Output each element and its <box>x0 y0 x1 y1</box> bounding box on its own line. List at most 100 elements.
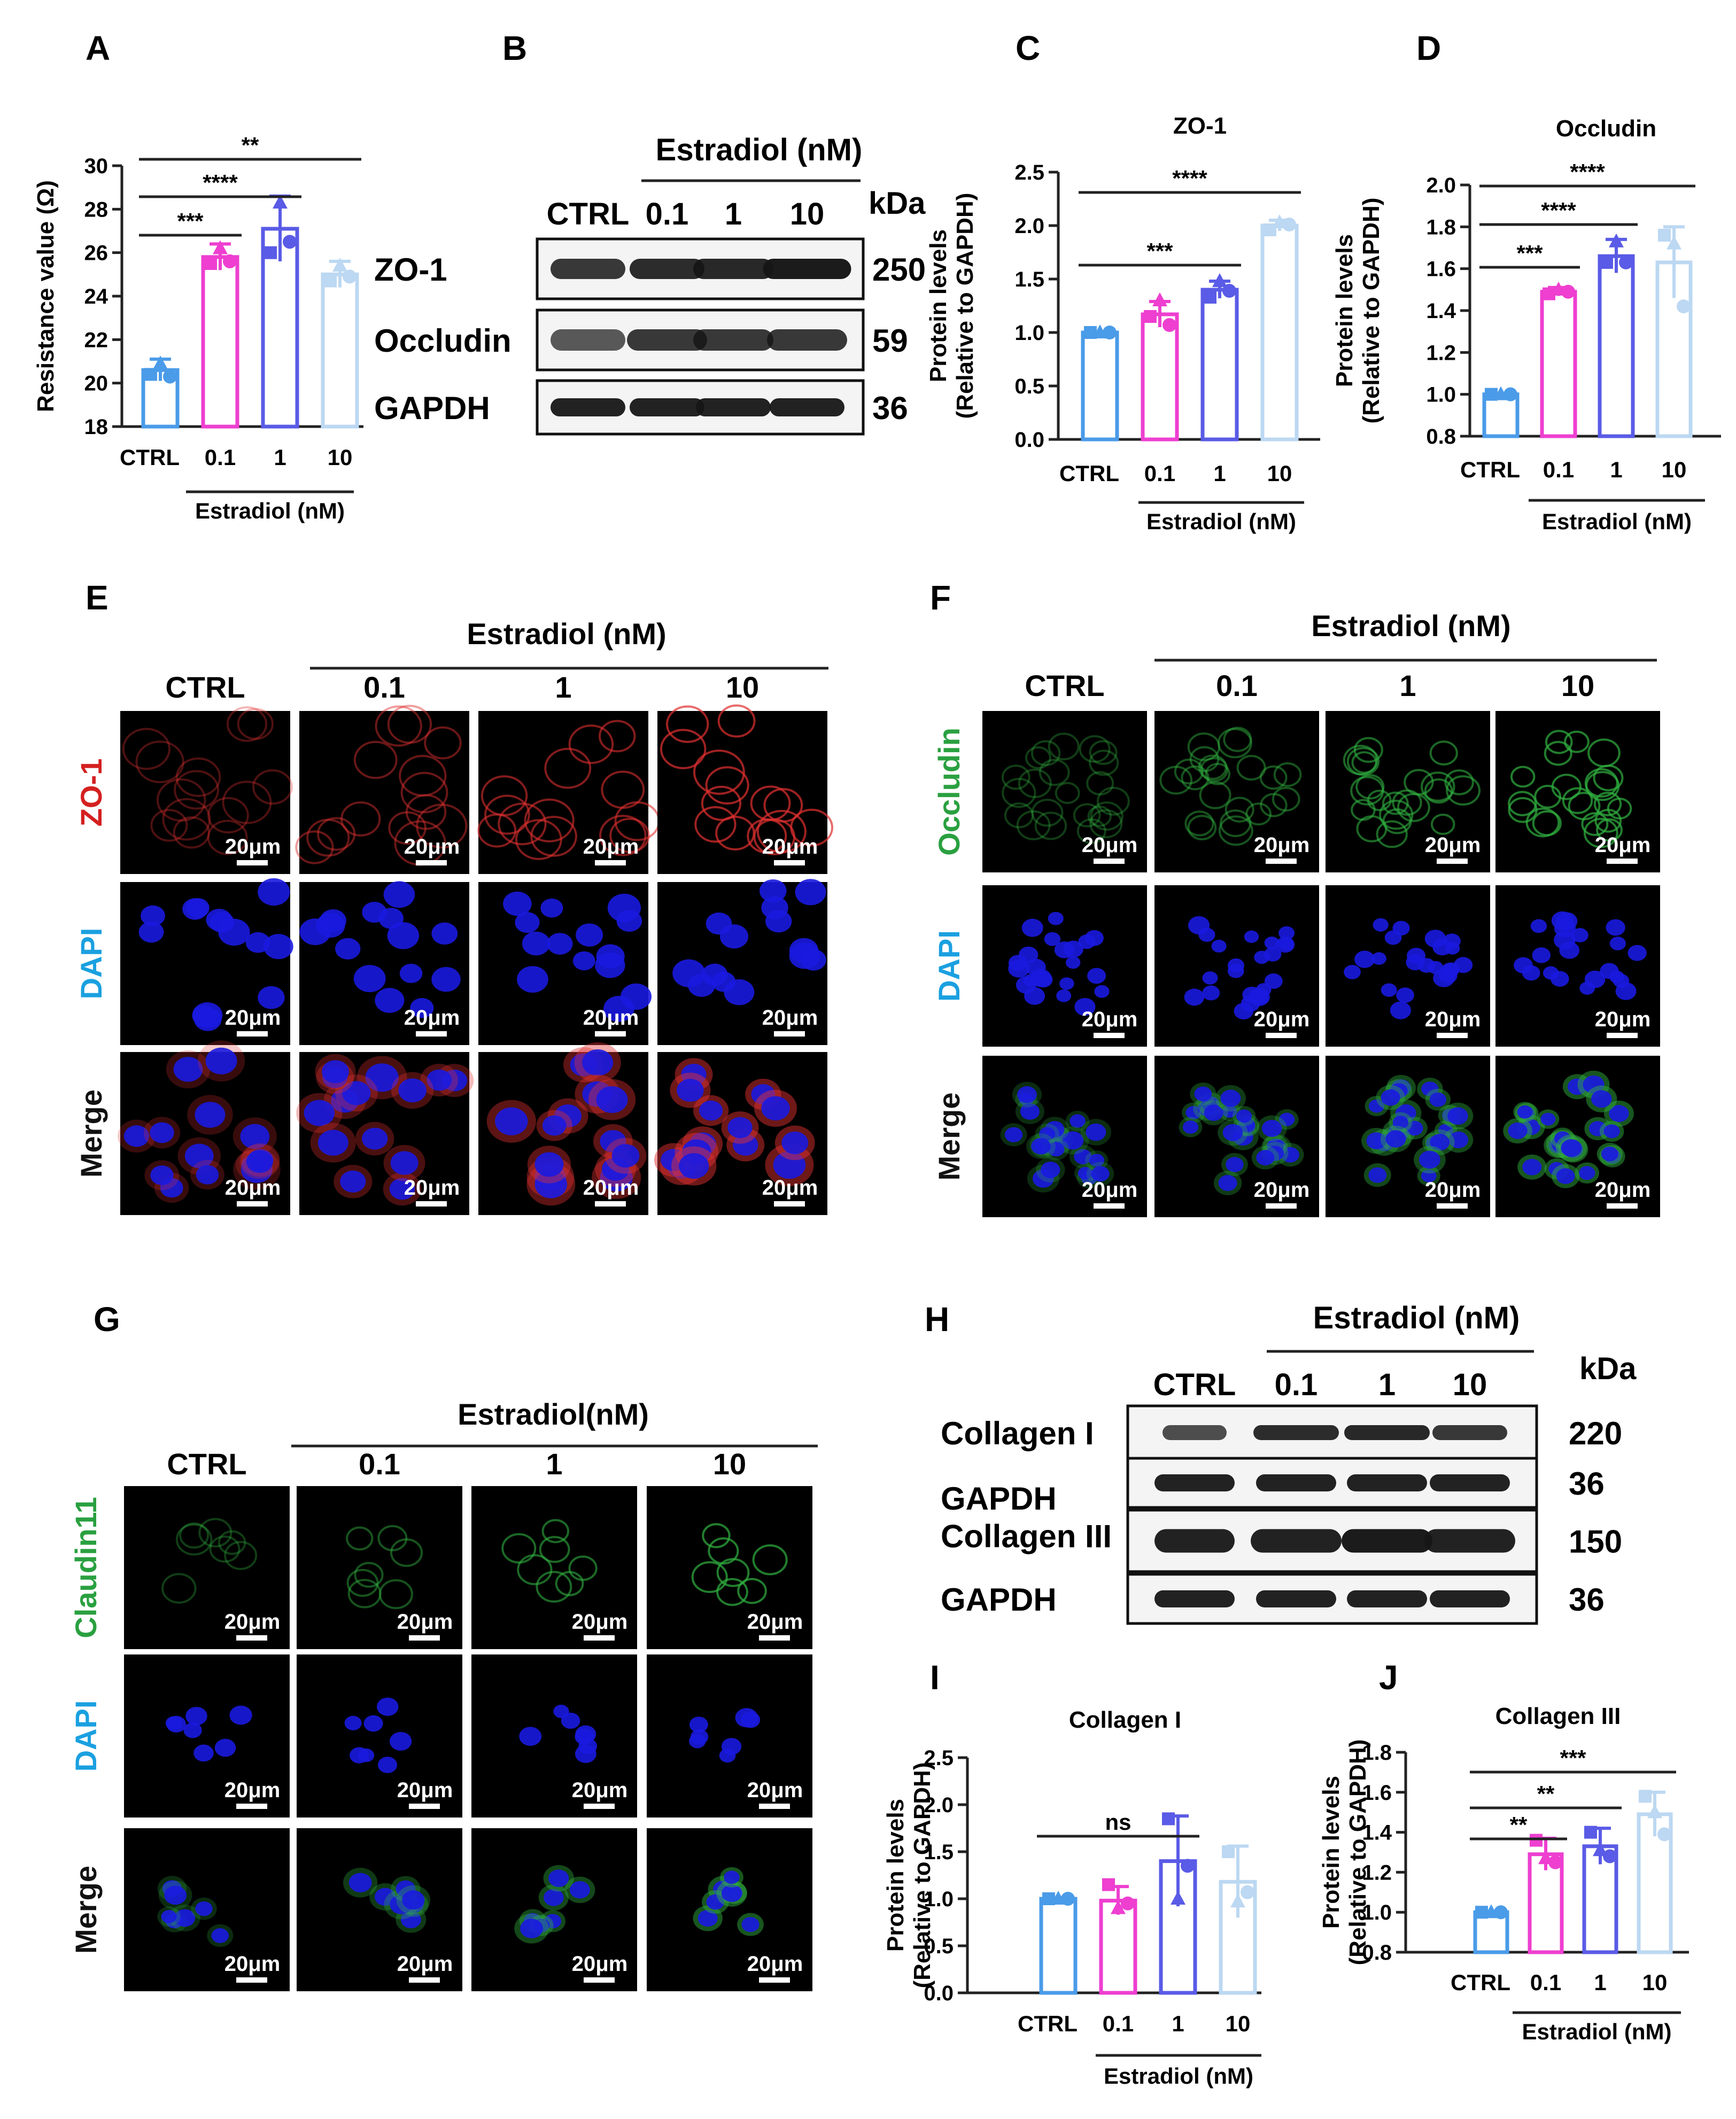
cell-outline <box>375 705 422 747</box>
cell-outline <box>536 1571 572 1603</box>
data-point <box>1667 235 1681 250</box>
cell-outline <box>1218 815 1253 846</box>
cell-outline <box>1429 740 1458 766</box>
y-axis-label: Protein levels <box>925 229 951 382</box>
column-label: CTRL <box>1025 669 1104 702</box>
y-tick-label: 1.5 <box>924 1840 954 1864</box>
nucleus <box>773 1151 806 1179</box>
nucleus <box>698 1909 718 1927</box>
significance-label: ns <box>1105 1809 1131 1835</box>
nucleus <box>1278 1112 1295 1126</box>
lane-label: 1 <box>1378 1367 1396 1402</box>
cell-outline <box>377 1525 408 1551</box>
nucleus <box>342 1081 371 1105</box>
nucleus <box>387 922 420 949</box>
nucleus <box>340 1170 366 1193</box>
scale-bar <box>1437 1033 1468 1038</box>
cell-outline <box>1034 811 1067 840</box>
scale-bar <box>409 1804 440 1809</box>
nucleus <box>193 1744 214 1762</box>
nucleus <box>520 1919 543 1938</box>
panel-label-j: J <box>1379 1658 1398 1697</box>
protein-band <box>693 259 773 279</box>
data-point <box>273 195 288 209</box>
nucleus <box>1384 930 1402 945</box>
cell-outline <box>222 780 272 824</box>
nucleus <box>741 1917 759 1932</box>
cell-outline <box>400 771 448 814</box>
micrograph-tile: 20μm <box>1154 711 1319 872</box>
cell-outline <box>517 1554 553 1586</box>
band-kda: 36 <box>1569 1466 1605 1502</box>
cell-outline <box>237 708 274 740</box>
micrograph-background <box>471 1654 637 1818</box>
scale-bar-label: 20μm <box>404 1176 460 1200</box>
cell-outline <box>1583 817 1618 848</box>
y-tick-label: 0.8 <box>1362 1941 1392 1965</box>
nucleus <box>402 1890 425 1910</box>
cell-outline <box>424 726 462 760</box>
scale-bar-label: 20μm <box>1082 1008 1138 1031</box>
micrograph-background <box>120 711 290 874</box>
cell-outline <box>1038 759 1070 786</box>
cell-outline <box>1581 812 1609 836</box>
nucleus <box>522 931 551 956</box>
cell-outline <box>1562 787 1593 814</box>
cell-outline <box>1545 730 1573 754</box>
cell-outline <box>226 706 268 742</box>
nucleus <box>1211 939 1227 953</box>
cell-outline <box>501 1533 537 1564</box>
nucleus <box>1041 1161 1060 1178</box>
nucleus <box>1551 971 1569 987</box>
nucleus <box>706 1894 725 1910</box>
cell-outline <box>1079 735 1111 763</box>
cell-outline <box>347 1579 382 1608</box>
protein-band <box>1342 1529 1432 1553</box>
cell-outline <box>1073 803 1101 828</box>
cell-outline <box>609 817 650 853</box>
cell-outline <box>1356 815 1388 842</box>
bar-1 <box>1598 254 1635 438</box>
cell-outline <box>416 803 468 849</box>
row-label: Merge <box>932 1093 966 1181</box>
micrograph-tile: 20μm <box>1326 711 1490 872</box>
cell-outline <box>1018 768 1052 798</box>
y-tick-label: 1.0 <box>1426 383 1456 407</box>
lane-label: 1 <box>725 197 742 231</box>
cell-outline <box>346 1568 379 1597</box>
scale-bar <box>759 1635 790 1641</box>
cell-outline <box>1184 810 1214 837</box>
scale-bar <box>774 860 805 865</box>
micrograph-tile: 20μm <box>982 711 1147 872</box>
nucleus <box>596 1086 628 1113</box>
scale-bar <box>1094 1203 1125 1209</box>
scale-bar-label: 20μm <box>224 1952 281 1976</box>
nucleus <box>410 997 434 1018</box>
x-group-label: Estradiol (nM) <box>1542 509 1692 534</box>
scale-bar-label: 20μm <box>747 1610 803 1634</box>
nucleus <box>1556 1168 1575 1184</box>
nucleus <box>1182 1120 1199 1134</box>
row-label: DAPI <box>932 930 966 1002</box>
nucleus <box>1222 1124 1243 1141</box>
scale-bar <box>759 1977 790 1983</box>
nucleus <box>322 1060 349 1084</box>
cell-outline <box>1096 786 1130 816</box>
cell-outline <box>1272 786 1300 812</box>
nucleus <box>161 1909 177 1923</box>
cell-outline <box>1378 799 1414 830</box>
cell-outline <box>1076 818 1106 845</box>
micrograph-background <box>297 1654 462 1818</box>
cell-outline <box>209 1535 241 1563</box>
protein-band <box>1154 1474 1235 1491</box>
nucleus <box>378 1757 398 1773</box>
nucleus <box>759 879 787 902</box>
cell-outline <box>1025 746 1051 769</box>
scale-bar <box>416 860 447 865</box>
row-label: DAPI <box>74 928 108 1000</box>
cell-outline <box>162 798 211 841</box>
nucleus <box>1385 1130 1406 1148</box>
nucleus <box>1054 941 1074 958</box>
scale-bar-label: 20μm <box>583 1176 639 1200</box>
